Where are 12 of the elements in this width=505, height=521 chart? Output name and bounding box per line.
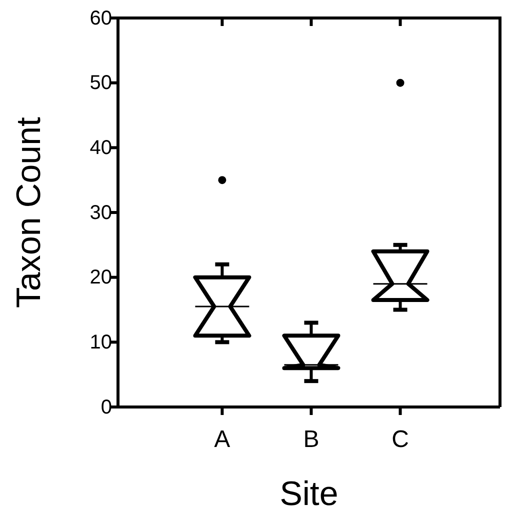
y-tick-label: 0: [100, 396, 112, 418]
y-tick-label: 30: [90, 202, 112, 224]
y-axis-title: Taxon Count: [10, 116, 48, 308]
y-tick-label: 60: [90, 7, 112, 30]
x-tick-label: C: [392, 426, 409, 453]
x-axis-title: Site: [280, 475, 338, 513]
y-tick-label: 50: [90, 72, 112, 94]
y-tick-label: 40: [90, 137, 112, 160]
x-tick-label: B: [303, 426, 320, 453]
x-tick-label: A: [214, 426, 230, 453]
y-tick-label: 20: [90, 266, 112, 289]
y-tick-label: 10: [90, 332, 112, 354]
